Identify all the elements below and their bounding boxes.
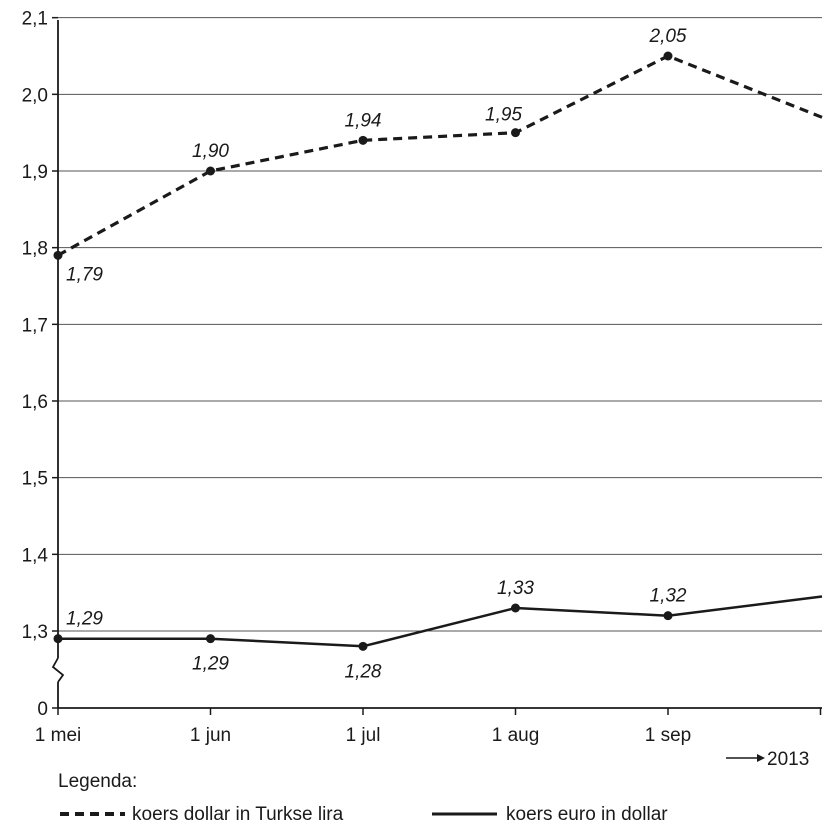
series-lines [53, 51, 823, 651]
x-tick-label: 1 mei [35, 725, 81, 746]
data-point [53, 250, 63, 260]
data-point [206, 634, 215, 644]
legend-entry-euro-dollar: koers euro in dollar [506, 804, 668, 825]
data-label: 1,29 [66, 609, 103, 630]
data-point [206, 166, 215, 176]
x-tick-label: 1 aug [492, 725, 540, 746]
data-point [53, 634, 63, 644]
data-labels: 1,79 1,90 1,94 1,95 2,05 1,29 1,29 1,28 1,33 1,32 [66, 26, 687, 682]
y-tick-label: 2,0 [22, 85, 48, 106]
series-line-euro-dollar [58, 595, 823, 648]
data-point [663, 51, 673, 61]
data-label: 1,33 [497, 578, 534, 599]
year-arrow-head [757, 754, 765, 762]
y-tick-label: 1,8 [22, 239, 48, 260]
y-tick-label: 1,3 [22, 622, 48, 643]
legend: Legenda: koers dollar in Turkse lira koe… [58, 771, 668, 825]
data-label: 1,28 [345, 661, 382, 682]
y-tick-label: 2,1 [22, 9, 48, 30]
legend-entry-dollar-lira: koers dollar in Turkse lira [132, 804, 344, 825]
data-label: 2,05 [649, 26, 687, 47]
data-point [663, 611, 673, 621]
y-tick-label: 1,6 [22, 392, 48, 413]
y-tick-label: 1,4 [22, 545, 49, 566]
y-tick-label: 1,5 [22, 469, 48, 490]
data-label: 1,90 [192, 141, 229, 162]
x-tick-label: 1 jul [346, 725, 381, 746]
year-label: 2013 [767, 749, 809, 770]
data-label: 1,29 [192, 654, 229, 675]
series-line-dollar-lira [57, 54, 823, 257]
y-tick-label: 1,9 [22, 162, 48, 183]
y-axis-break [51, 657, 65, 683]
grid-lines [58, 17, 822, 632]
axes: 0 1,3 1,4 1,5 1,6 1,7 1,8 1,9 2,0 2,1 1 mei 1 jun 1 … [22, 9, 822, 770]
data-point [511, 128, 520, 138]
data-point [511, 603, 520, 613]
data-point [358, 135, 368, 145]
x-tick-label: 1 sep [645, 725, 691, 746]
data-label: 1,94 [345, 110, 382, 131]
y-tick-label: 1,7 [22, 315, 48, 336]
legend-title: Legenda: [58, 771, 137, 792]
data-label: 1,32 [650, 586, 687, 607]
x-tick-label: 1 jun [190, 725, 231, 746]
y-tick-label: 0 [37, 699, 48, 720]
data-label: 1,79 [66, 264, 103, 285]
data-point [358, 641, 368, 651]
data-label: 1,95 [485, 105, 522, 126]
